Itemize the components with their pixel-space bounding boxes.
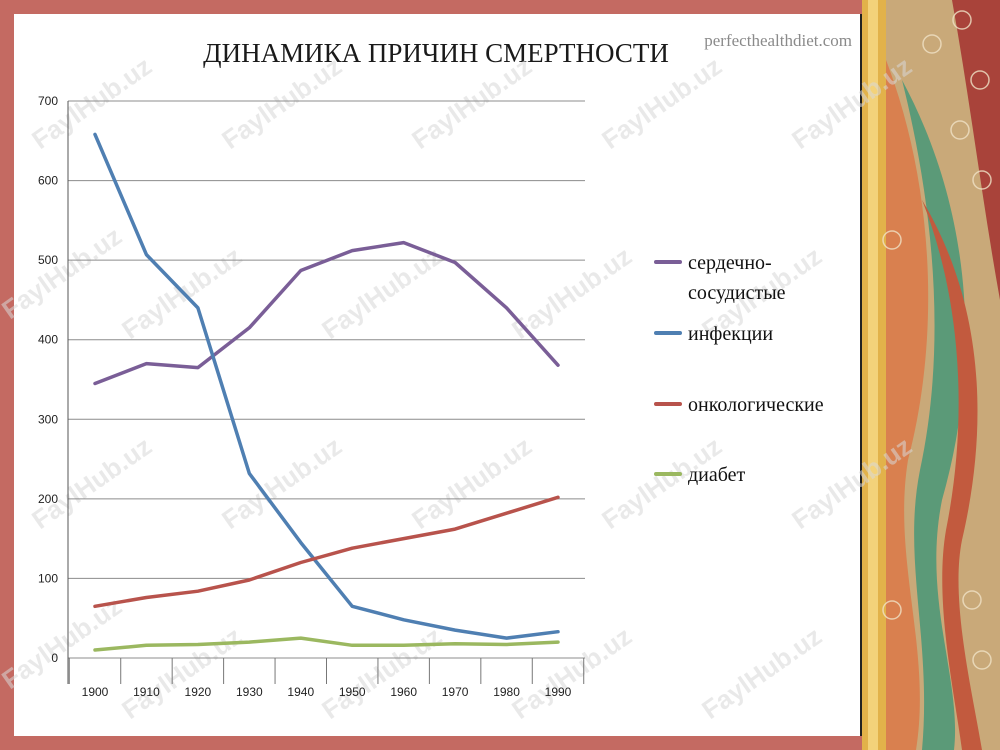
series-layer (93, 132, 560, 652)
x-tick-label: 1900 (82, 685, 109, 699)
series-line-infection (93, 132, 560, 640)
legend: сердечно-сосудистые инфекции онкологически… (654, 252, 824, 486)
y-tick-label: 300 (38, 412, 58, 426)
x-tick-label: 1940 (287, 685, 314, 699)
watermark-layer: FaylHub.uz FaylHub.uz FaylHub.uz FaylHub… (0, 51, 917, 725)
series-line-oncology (93, 495, 560, 609)
x-tick-label: 1990 (545, 685, 572, 699)
x-tick-label: 1960 (390, 685, 417, 699)
watermark: FaylHub.uz (406, 431, 537, 535)
y-tick-label: 600 (38, 174, 58, 188)
chart-title: ДИНАМИКА ПРИЧИН СМЕРТНОСТИ (203, 38, 669, 68)
series-line-cardio (93, 240, 560, 386)
watermark: FaylHub.uz (786, 431, 917, 535)
top-band (0, 0, 1000, 14)
y-tick-label: 200 (38, 492, 58, 506)
y-tick-label: 0 (51, 651, 58, 665)
y-tick-label: 100 (38, 571, 58, 585)
legend-label-oncology: онкологические (688, 394, 824, 416)
x-tick-label: 1930 (236, 685, 263, 699)
legend-label-cardio: сосудистые (688, 282, 786, 304)
watermark: FaylHub.uz (116, 621, 247, 725)
watermark: FaylHub.uz (786, 51, 917, 155)
x-tick-label: 1950 (339, 685, 366, 699)
slide-panel (14, 14, 862, 736)
y-tick-label: 400 (38, 333, 58, 347)
x-tick-label: 1970 (442, 685, 469, 699)
watermark: FaylHub.uz (696, 621, 827, 725)
legend-label-cardio: сердечно- (688, 252, 772, 274)
watermark: FaylHub.uz (0, 221, 127, 325)
y-tick-label: 700 (38, 94, 58, 108)
x-tick-label: 1910 (133, 685, 160, 699)
legend-label-diabetes: диабет (688, 464, 746, 486)
x-tick-label: 1920 (185, 685, 212, 699)
decorative-ornament (862, 0, 1000, 750)
watermark: FaylHub.uz (0, 591, 127, 695)
series-line-diabetes (93, 636, 560, 652)
watermark: FaylHub.uz (316, 621, 447, 725)
x-tick-label: 1980 (493, 685, 520, 699)
legend-label-infection: инфекции (688, 323, 773, 345)
source-label: perfecthealthdiet.com (704, 31, 852, 50)
y-tick-label: 500 (38, 253, 58, 267)
watermark: FaylHub.uz (26, 431, 157, 535)
axis-layer: 0 100 200 300 400 500 600 700 1900 1910 1920 1930 19… (38, 94, 585, 699)
